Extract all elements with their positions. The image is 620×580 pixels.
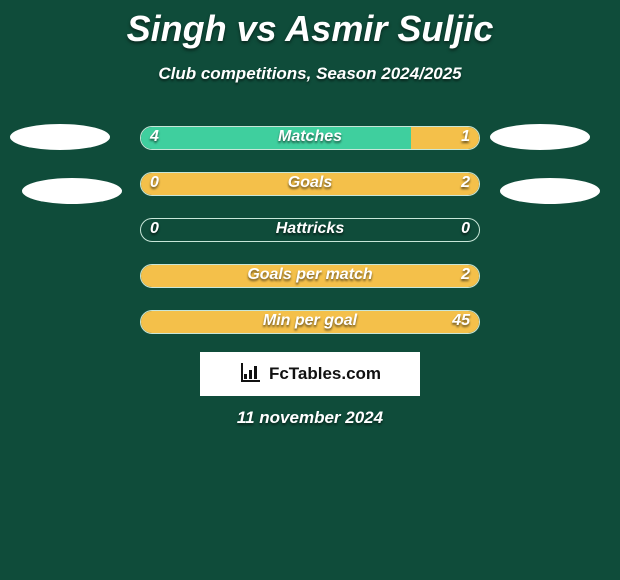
- stat-bar-track: [140, 310, 480, 334]
- stat-row: Min per goal45: [0, 310, 620, 334]
- date-text: 11 november 2024: [0, 408, 620, 428]
- stat-value-right: 45: [452, 312, 470, 330]
- stat-value-left: 0: [150, 220, 159, 238]
- stat-bar-track: [140, 264, 480, 288]
- subtitle: Club competitions, Season 2024/2025: [0, 64, 620, 84]
- stat-value-right: 0: [461, 220, 470, 238]
- stat-value-right: 2: [461, 174, 470, 192]
- chart-icon: [239, 360, 263, 389]
- stat-value-right: 2: [461, 266, 470, 284]
- player-badge-left: [10, 124, 110, 150]
- stat-row: Hattricks00: [0, 218, 620, 242]
- stat-bar-track: [140, 126, 480, 150]
- stat-bar-track: [140, 172, 480, 196]
- stat-row: Goals per match2: [0, 264, 620, 288]
- attribution-text: FcTables.com: [269, 364, 381, 384]
- stat-value-left: 0: [150, 174, 159, 192]
- stat-bar-right: [141, 311, 479, 333]
- attribution-badge: FcTables.com: [200, 352, 420, 396]
- player-badge-left: [22, 178, 122, 204]
- stats-container: Matches41Goals02Hattricks00Goals per mat…: [0, 126, 620, 356]
- stat-bar-right: [141, 265, 479, 287]
- player-badge-right: [500, 178, 600, 204]
- stat-value-left: 4: [150, 128, 159, 146]
- stat-bar-track: [140, 218, 480, 242]
- stat-bar-left: [141, 127, 411, 149]
- page-title: Singh vs Asmir Suljic: [0, 0, 620, 50]
- stat-value-right: 1: [461, 128, 470, 146]
- player-badge-right: [490, 124, 590, 150]
- stat-bar-right: [141, 173, 479, 195]
